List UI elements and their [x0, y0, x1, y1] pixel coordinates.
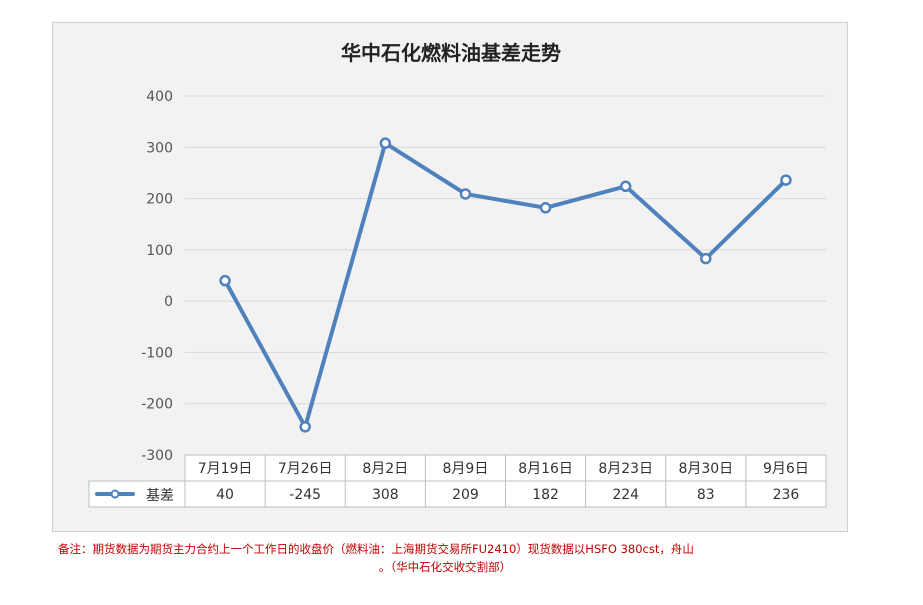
table-value-row: [88, 480, 827, 508]
data-value-label: 182: [532, 487, 559, 503]
x-category-label: 7月26日: [278, 461, 333, 477]
y-tick-label: 0: [164, 294, 173, 310]
x-category-label: 8月2日: [362, 461, 408, 477]
data-point: [379, 137, 392, 149]
y-tick-label: 200: [146, 192, 173, 208]
data-point: [700, 252, 712, 265]
y-tick-label: -100: [141, 345, 173, 361]
data-point: [219, 274, 231, 287]
y-tick-label: -200: [141, 397, 173, 413]
y-axis-tick-labels: -300 -200 -100 0 100 200 300 400: [141, 89, 173, 464]
data-table: 7月19日 40 7月26日 -245 8月2日 308 8月9日 209 8月16日 182 8月…: [88, 454, 827, 508]
x-category-label: 8月9日: [443, 461, 489, 477]
data-point: [299, 421, 311, 433]
chart-title: 华中石化燃料油基差走势: [341, 41, 561, 65]
data-value-label: 83: [697, 487, 715, 503]
footnote-line-1: 备注：期货数据为期货主力合约上一个工作日的收盘价（燃料油：上海期货交易所FU24…: [58, 542, 694, 556]
data-value-label: 209: [452, 487, 479, 503]
data-value-label: 308: [372, 487, 399, 503]
legend-label: 基差: [146, 487, 174, 504]
data-value-label: 236: [773, 487, 800, 503]
series-points-layer: [219, 137, 792, 433]
x-category-label: 8月16日: [518, 461, 573, 477]
legend-marker-swatch: [110, 489, 120, 499]
y-tick-label: 100: [146, 243, 173, 259]
y-tick-label: 400: [146, 89, 173, 105]
data-point: [619, 180, 632, 193]
y-tick-label: -300: [141, 448, 173, 464]
x-category-label: 9月6日: [763, 461, 809, 477]
x-category-label: 7月19日: [198, 461, 253, 477]
data-value-label: 224: [612, 487, 639, 503]
series-line-jicha: [223, 141, 788, 429]
data-point: [459, 188, 472, 200]
data-point: [780, 174, 792, 186]
chart-frame: 华中石化燃料油基差走势 -300 -200 -100 0 100 200 300 400 7月…: [52, 22, 848, 532]
data-value-label: 40: [216, 487, 234, 503]
y-tick-label: 300: [146, 140, 173, 156]
grid-layer: [185, 95, 826, 456]
footnote-line-2: 。（华中石化交收交割部）: [378, 560, 512, 574]
x-category-label: 8月30日: [678, 461, 733, 477]
data-point: [539, 202, 552, 214]
series-line-layer: [223, 141, 788, 429]
footnote: 备注：期货数据为期货主力合约上一个工作日的收盘价（燃料油：上海期货交易所FU24…: [50, 540, 880, 576]
x-category-label: 8月23日: [598, 461, 653, 477]
chart-svg: 华中石化燃料油基差走势 -300 -200 -100 0 100 200 300 400 7月…: [88, 41, 827, 508]
data-value-label: -245: [289, 487, 321, 503]
